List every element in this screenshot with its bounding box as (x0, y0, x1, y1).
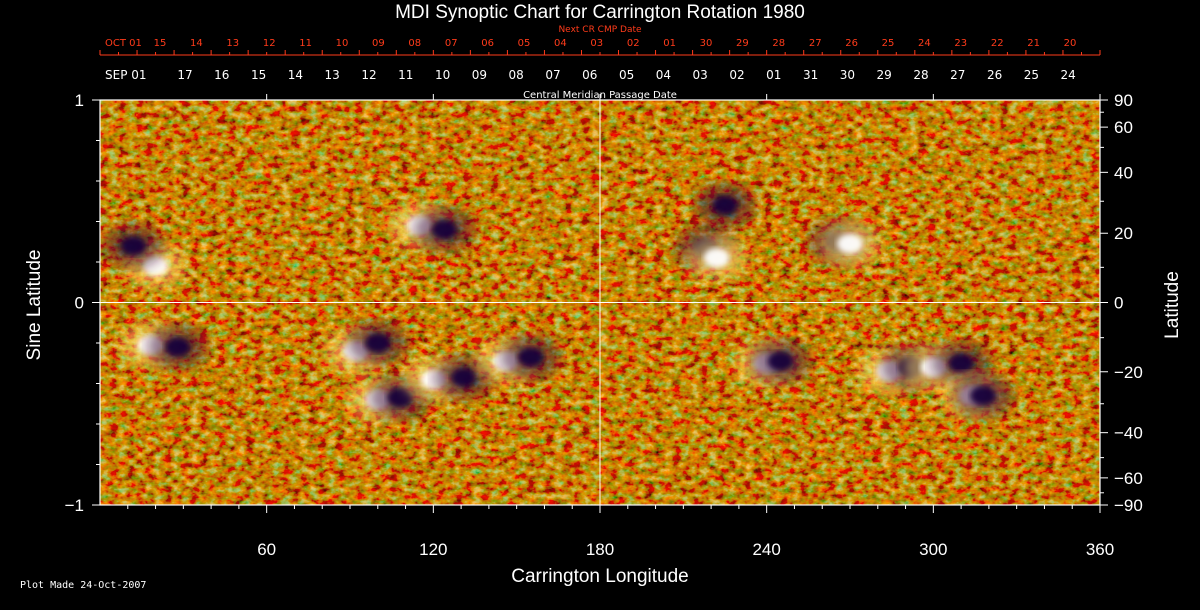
next-cr-tick-label: 02 (627, 38, 640, 49)
cmp-tick-label: 28 (913, 68, 928, 82)
cmp-tick-label: 11 (398, 68, 413, 82)
next-cr-tick-label: 27 (809, 38, 822, 49)
next-cr-tick-label: 06 (481, 38, 494, 49)
y-right-tick-label: −20 (1114, 363, 1143, 382)
cmp-tick-label: 08 (509, 68, 524, 82)
next-cr-tick-label: 20 (1064, 38, 1077, 49)
x-axis-label: Carrington Longitude (511, 566, 688, 587)
next-cr-tick-label: 23 (954, 38, 967, 49)
next-cr-tick-label: 21 (1027, 38, 1040, 49)
cmp-tick-label: 06 (582, 68, 597, 82)
positive-polarity-region (686, 235, 747, 280)
next-cr-tick-label: 12 (263, 38, 276, 49)
y-right-tick-label: 0 (1114, 294, 1123, 313)
cmp-tick-label: 17 (177, 68, 192, 82)
x-tick-label: 360 (1086, 540, 1114, 559)
cmp-tick-label: 14 (288, 68, 303, 82)
cmp-tick-label: 26 (987, 68, 1002, 82)
y-left-tick-label: 0 (75, 294, 84, 313)
next-cr-tick-label: 14 (190, 38, 203, 49)
next-cr-tick-label: 24 (918, 38, 931, 49)
y-right-tick-label: −90 (1114, 496, 1143, 515)
x-tick-label: 180 (586, 540, 614, 559)
x-tick-label: 120 (419, 540, 447, 559)
x-tick-label: 60 (257, 540, 276, 559)
cmp-tick-label: 10 (435, 68, 450, 82)
next-cr-tick-label: 11 (299, 38, 312, 49)
next-cr-tick-label: 30 (700, 38, 713, 49)
cmp-tick-label: 13 (325, 68, 340, 82)
y-right-tick-label: 90 (1114, 91, 1133, 110)
y-axis-left-label: Sine Latitude (24, 250, 45, 361)
cmp-tick-label: 01 (766, 68, 781, 82)
next-cr-tick-label: 08 (408, 38, 421, 49)
active-regions (103, 183, 1014, 422)
x-tick-label: 240 (752, 540, 780, 559)
cmp-tick-label: SEP 01 (105, 68, 147, 82)
cmp-tick-label: 25 (1024, 68, 1039, 82)
next-cr-tick-label: 05 (518, 38, 531, 49)
plot-frame: 60 120 180 240 300 360 1 0 −1 90 60 40 20 0 −20 −40 −60 −… (65, 91, 1143, 559)
next-cr-tick-label: OCT 01 (105, 38, 142, 49)
cmp-tick-label: 31 (803, 68, 818, 82)
next-cr-tick-label: 07 (445, 38, 458, 49)
cmp-tick-label: 03 (693, 68, 708, 82)
cmp-tick-label: 12 (361, 68, 376, 82)
cmp-tick-label: 24 (1061, 68, 1076, 82)
next-cr-tick-label: 25 (882, 38, 895, 49)
cmp-tick-label: 02 (729, 68, 744, 82)
chart-title: MDI Synoptic Chart for Carrington Rotati… (395, 2, 805, 23)
cmp-tick-label: 05 (619, 68, 634, 82)
negative-polarity-region (500, 335, 561, 380)
cmp-tick-label: 07 (545, 68, 560, 82)
cmp-tick-label: 16 (214, 68, 229, 82)
next-cr-tick-label: 13 (226, 38, 239, 49)
next-cr-tick-label: 04 (554, 38, 567, 49)
next-cr-tick-label: 09 (372, 38, 385, 49)
negative-polarity-region (347, 321, 408, 365)
negative-polarity-region (414, 207, 475, 252)
cmp-tick-label: 29 (877, 68, 892, 82)
y-right-tick-label: 40 (1114, 163, 1133, 182)
y-right-tick-label: 20 (1114, 224, 1133, 243)
negative-polarity-region (147, 325, 208, 370)
next-cr-tick-label: 22 (991, 38, 1004, 49)
y-right-tick-label: −60 (1114, 469, 1143, 488)
next-cr-tick-label: 01 (663, 38, 676, 49)
y-right-tick-label: 60 (1114, 118, 1133, 137)
y-axis-right-label: Latitude (1162, 271, 1183, 339)
next-cr-label: Next CR CMP Date (558, 25, 642, 35)
cmp-tick-label: 30 (840, 68, 855, 82)
cmp-tick-label: 15 (251, 68, 266, 82)
negative-polarity-region (103, 223, 164, 268)
positive-polarity-region (820, 221, 880, 266)
next-cr-tick-label: 15 (154, 38, 167, 49)
negative-polarity-region (750, 339, 811, 384)
cmp-tick-label: 04 (656, 68, 671, 82)
next-cr-tick-label: 29 (736, 38, 749, 49)
cmp-date-axis: OCT 01 15 14 13 12 11 10 09 08 07 06 05 04 03 02 01 30 29… (99, 38, 1101, 82)
y-left-tick-label: 1 (75, 91, 84, 110)
y-left-tick-label: −1 (65, 496, 84, 515)
x-tick-label: 300 (919, 540, 947, 559)
next-cr-tick-label: 03 (590, 38, 603, 49)
next-cr-tick-label: 26 (845, 38, 858, 49)
y-right-tick-label: −40 (1114, 424, 1143, 443)
negative-polarity-region (695, 183, 755, 228)
next-cr-tick-label: 10 (336, 38, 349, 49)
cmp-tick-label: 09 (472, 68, 487, 82)
plot-made-footer: Plot Made 24-Oct-2007 (20, 580, 147, 591)
next-cr-tick-label: 28 (772, 38, 785, 49)
cmp-tick-label: 27 (950, 68, 965, 82)
negative-polarity-region (953, 373, 1014, 418)
